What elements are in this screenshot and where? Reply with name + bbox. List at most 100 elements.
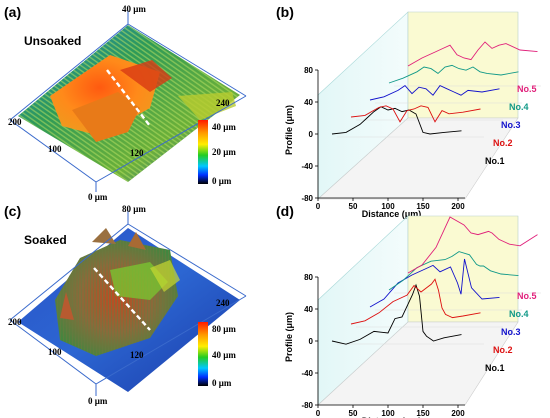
box-left-label-c: 200 — [8, 317, 22, 327]
colorbar-tick-top-c: 80 μm — [212, 324, 236, 334]
box-front-right-label-a: 120 — [130, 148, 144, 158]
series-line-no2 — [350, 278, 481, 325]
colorbar-c: 80 μm 40 μm 0 μm — [198, 322, 236, 388]
series-line-no4 — [388, 64, 519, 84]
x-tick-label: 200 — [451, 202, 465, 211]
panel-b: (b) 80 40 0 -40 -80 0 50 100 150 200 No.1 No.2 No.… — [276, 4, 541, 219]
spike-2-c — [128, 232, 146, 250]
x-axis-b: 0 50 100 150 200 — [316, 197, 465, 211]
box-front-left-label-a: 100 — [48, 144, 62, 154]
y-tick-label: -40 — [301, 162, 313, 171]
y-tick-label: 0 — [309, 337, 314, 346]
y-tick-label: 40 — [304, 98, 313, 107]
y-tick-label: 0 — [309, 130, 314, 139]
panel-label-d: (d) — [276, 203, 294, 219]
series-line-no5 — [407, 216, 538, 274]
series-line-no3 — [369, 85, 500, 101]
colorbar-tick-mid-a: 20 μm — [212, 147, 236, 157]
x-tick-label: 50 — [349, 409, 358, 418]
box-left-label-a: 200 — [8, 117, 22, 127]
panel-c: (c) Soaked 80 μm 200 240 100 120 0 μm — [4, 203, 247, 406]
legend-no4: No.4 — [509, 102, 529, 112]
colorbar-tick-top-a: 40 μm — [212, 122, 236, 132]
box-right-label-c: 240 — [216, 298, 230, 308]
x-tick-label: 0 — [316, 202, 321, 211]
y-axis-d: 80 40 0 -40 -80 — [301, 273, 319, 410]
box-frame-c — [9, 210, 247, 396]
box-right-label-a: 240 — [216, 98, 230, 108]
colorbar-gradient-a — [198, 120, 208, 184]
plate-lower-a — [72, 92, 140, 142]
panel-a: (a) Unsoaked 40 μm 200 240 100 120 0 μm … — [4, 4, 247, 202]
legend-no5: No.5 — [517, 84, 537, 94]
y-tick-label: -80 — [301, 401, 313, 410]
box-frame-a — [9, 10, 247, 192]
y-tick-label: -40 — [301, 369, 313, 378]
colorbar-tick-mid-c: 40 μm — [212, 350, 236, 360]
x-tick-label: 50 — [349, 202, 358, 211]
x-tick-label: 200 — [451, 409, 465, 418]
x-axis-label-b: Distance (μm) — [362, 209, 422, 219]
plate-red-a — [120, 60, 172, 92]
panel-label-c: (c) — [4, 203, 21, 219]
series-group-b — [331, 41, 538, 135]
series-line-no5 — [407, 41, 538, 67]
box-top-label-a: 40 μm — [122, 4, 146, 14]
legend-no4: No.4 — [509, 309, 529, 319]
y-tick-label: -80 — [301, 194, 313, 203]
y-axis-label-d: Profile (μm) — [284, 312, 294, 362]
box-front-right-label-c: 120 — [130, 350, 144, 360]
surface-3d-c — [18, 228, 240, 392]
legend-no3: No.3 — [501, 120, 521, 130]
floor-grid-b — [337, 85, 541, 138]
legend-d: No.1 No.2 No.3 No.4 No.5 — [485, 291, 537, 373]
chart-b: 80 40 0 -40 -80 0 50 100 150 200 No.1 No.2 No.3 No.… — [284, 11, 541, 219]
spike-1-c — [92, 228, 116, 244]
x-tick-label: 100 — [381, 202, 395, 211]
box-bottom-label-c: 0 μm — [88, 396, 108, 406]
series-line-no2 — [350, 105, 481, 123]
x-tick-label: 150 — [416, 409, 430, 418]
panel-label-b: (b) — [276, 4, 294, 20]
back-wall-b — [407, 11, 519, 119]
spike-3-c — [60, 292, 74, 320]
x-tick-label: 150 — [416, 202, 430, 211]
legend-no2: No.2 — [493, 345, 513, 355]
legend-no1: No.1 — [485, 363, 505, 373]
colorbar-tick-bottom-a: 0 μm — [212, 176, 232, 186]
legend-no2: No.2 — [493, 138, 513, 148]
y-tick-label: 80 — [304, 66, 313, 75]
y-tick-label: 40 — [304, 305, 313, 314]
legend-no5: No.5 — [517, 291, 537, 301]
scan-line-c — [93, 267, 151, 331]
scan-line-a — [106, 69, 151, 127]
legend-no1: No.1 — [485, 156, 505, 166]
colorbar-gradient-c — [198, 322, 208, 386]
series-line-no1 — [331, 283, 462, 345]
box-front-left-label-c: 100 — [48, 347, 62, 357]
surface-3d-a — [18, 25, 240, 182]
x-tick-label: 0 — [316, 409, 321, 418]
box-bottom-label-a: 0 μm — [88, 192, 108, 202]
panel-title-a: Unsoaked — [24, 34, 81, 48]
ridge-right-a — [178, 92, 236, 120]
series-group-d — [331, 216, 538, 345]
series-line-no1 — [331, 106, 462, 135]
y-axis-label-b: Profile (μm) — [284, 105, 294, 155]
colorbar-a: 40 μm 20 μm 0 μm — [198, 120, 236, 186]
yellow-region-c — [150, 260, 180, 292]
x-axis-label-d: Distance (μm) — [362, 416, 422, 418]
panel-title-c: Soaked — [24, 233, 67, 247]
floor-b — [317, 117, 519, 200]
y-tick-label: 80 — [304, 273, 313, 282]
x-axis-d: 0 50 100 150 200 — [316, 404, 465, 418]
colorbar-tick-bottom-c: 0 μm — [212, 378, 232, 388]
box-top-label-c: 80 μm — [122, 204, 146, 214]
panel-label-a: (a) — [4, 4, 21, 20]
x-tick-label: 100 — [381, 409, 395, 418]
y-axis-b: 80 40 0 -40 -80 — [301, 66, 319, 203]
legend-no3: No.3 — [501, 327, 521, 337]
